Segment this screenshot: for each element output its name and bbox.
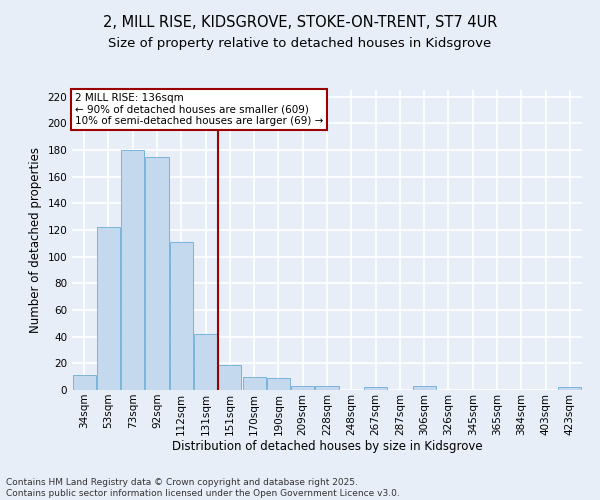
Text: 2 MILL RISE: 136sqm
← 90% of detached houses are smaller (609)
10% of semi-detac: 2 MILL RISE: 136sqm ← 90% of detached ho… [74, 93, 323, 126]
Bar [194, 334, 217, 390]
Bar [145, 156, 169, 390]
Bar [267, 378, 290, 390]
Bar [73, 376, 95, 390]
Bar [413, 386, 436, 390]
Y-axis label: Number of detached properties: Number of detached properties [29, 147, 42, 333]
Bar [97, 228, 120, 390]
Bar [121, 150, 144, 390]
Bar [316, 386, 338, 390]
Bar [364, 388, 387, 390]
Bar [291, 386, 314, 390]
Bar [170, 242, 193, 390]
Bar [559, 388, 581, 390]
Text: 2, MILL RISE, KIDSGROVE, STOKE-ON-TRENT, ST7 4UR: 2, MILL RISE, KIDSGROVE, STOKE-ON-TRENT,… [103, 15, 497, 30]
Bar [242, 376, 266, 390]
Bar [218, 364, 241, 390]
Text: Contains HM Land Registry data © Crown copyright and database right 2025.
Contai: Contains HM Land Registry data © Crown c… [6, 478, 400, 498]
Text: Size of property relative to detached houses in Kidsgrove: Size of property relative to detached ho… [109, 38, 491, 51]
X-axis label: Distribution of detached houses by size in Kidsgrove: Distribution of detached houses by size … [172, 440, 482, 454]
